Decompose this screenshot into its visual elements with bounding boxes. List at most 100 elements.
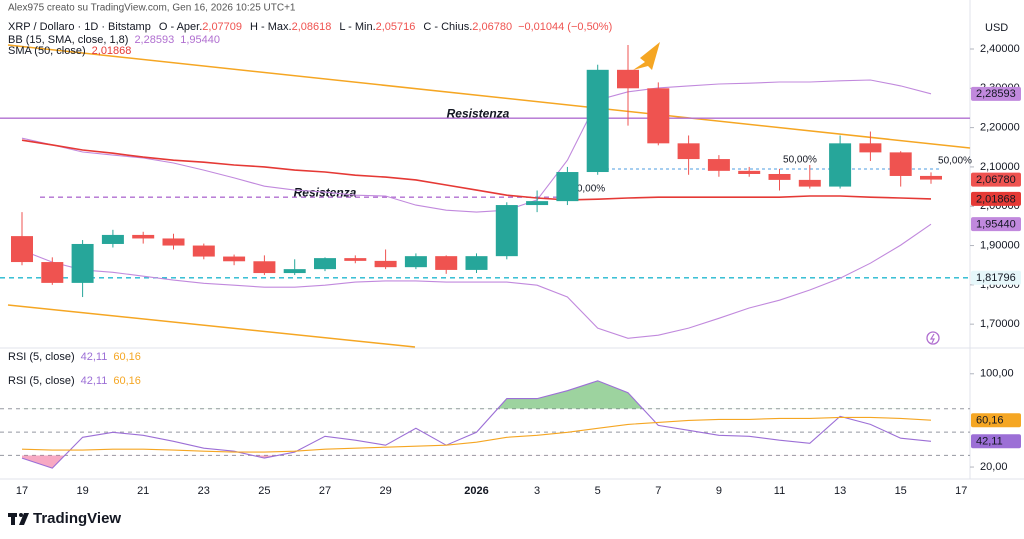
indicator-value: 2,01868 [92,45,132,57]
x-tick-label: 2026 [464,485,488,497]
candle-body [101,234,124,244]
x-tick-label: 27 [319,485,331,497]
candle-body [738,170,761,174]
change: −0,01044 (−0,50%) [518,21,612,33]
indicator-value: 42,11 [81,351,108,363]
candle-body [647,88,670,144]
trend-line [7,304,416,348]
x-tick-label: 19 [76,485,88,497]
x-tick-label: 7 [655,485,661,497]
price-label-box [971,172,1021,187]
x-tick-label: 15 [895,485,907,497]
price-label: 1,81796 [976,272,1016,284]
candle-body [253,261,276,274]
candle-body [162,238,185,246]
ohlc-label: L - Min. [339,21,375,33]
price-label-box [971,86,1021,101]
candle-body [344,258,367,261]
candle-body [677,143,700,160]
x-tick-label: 21 [137,485,149,497]
candle-body [556,172,579,202]
candle-body [889,152,912,176]
price-label-box [971,191,1021,206]
symbol: XRP / Dollaro · 1D · Bitstamp [8,21,151,33]
x-tick-label: 17 [955,485,967,497]
indicator-value: 2,28593 [134,34,174,46]
price-label: 1,95440 [976,219,1016,231]
rsi-line [21,416,932,453]
price-label-box [971,413,1021,428]
candle-body [11,236,33,263]
indicator-value: 42,11 [81,375,108,387]
candle-body [71,243,94,283]
ohlc-value: 2,07709 [202,21,242,33]
candle-body [132,234,155,239]
x-tick-label: 11 [774,485,785,497]
y-tick-label: 1,90000 [980,239,1020,251]
x-tick-label: 5 [595,485,601,497]
x-tick-label: 13 [834,485,846,497]
horizontal-line-label: Resistenza [447,106,510,120]
y-tick-label: 1,70000 [980,318,1020,330]
indicator-value: 60,16 [113,375,141,387]
trend-line [7,44,971,149]
price-label: 2,06780 [976,174,1016,186]
candle-body [314,258,336,270]
alert-icon-bolt [929,333,935,344]
candle-body [435,256,458,270]
indicator-label: SMA (50, close) [8,45,86,57]
symbol-legend: XRP / Dollaro · 1D · Bitstamp O - Aper.2,… [8,21,612,33]
x-tick-label: 25 [258,485,270,497]
price-label: 60,16 [976,415,1004,427]
price-label-box [971,434,1021,449]
indicator-legend: SMA (50, close) 2,01868 [8,45,131,57]
indicator-line [21,79,932,213]
indicator-value: 1,95440 [180,34,220,46]
indicator-legend: BB (15, SMA, close, 1,8) 2,28593 1,95440 [8,34,220,46]
indicator-value: 60,16 [113,351,141,363]
ohlc-value: 2,05716 [376,21,416,33]
logo-mark [19,513,23,517]
indicator-line [21,139,932,201]
ohlc-value: 2,08618 [292,21,332,33]
candle-body [374,260,397,268]
fib-label: 0,00% [577,184,605,195]
fib-label: 50,00% [783,155,817,166]
alert-icon [926,331,940,345]
price-label: 2,28593 [976,88,1016,100]
candle-body [404,256,427,268]
ohlc-label: O - Aper. [159,21,202,33]
rsi-line [21,380,932,469]
arrow-annotation [633,42,660,70]
indicator-label: RSI (5, close) [8,375,75,387]
candle-body [707,159,730,171]
x-tick-label: 3 [534,485,540,497]
x-tick-label: 17 [16,485,28,497]
candle-body [526,201,549,206]
price-label-box [971,217,1021,232]
candle-body [495,205,518,257]
ohlc-label: H - Max. [250,21,292,33]
ohlc-label: C - Chius. [423,21,472,33]
y-tick-label: 2,10000 [980,161,1020,173]
x-tick-label: 23 [198,485,210,497]
y-tick-label: 2,20000 [980,122,1020,134]
logo-mark [11,513,15,525]
candle-body [920,175,942,180]
y-tick-label: 2,40000 [980,43,1020,55]
price-label-box [971,270,1021,285]
brand: TradingView [33,510,121,527]
indicator-line [21,223,932,339]
credit: Alex975 creato su TradingView.com, Gen 1… [8,3,296,14]
candle-body [617,69,639,89]
y-tick-label: 20,00 [980,461,1008,473]
price-label: 42,11 [976,436,1003,448]
candle-body [768,173,791,180]
x-tick-label: 9 [716,485,722,497]
candle-body [223,256,246,262]
candle-body [192,245,215,257]
price-label: 2,01868 [976,193,1016,205]
candle-body [465,256,488,270]
